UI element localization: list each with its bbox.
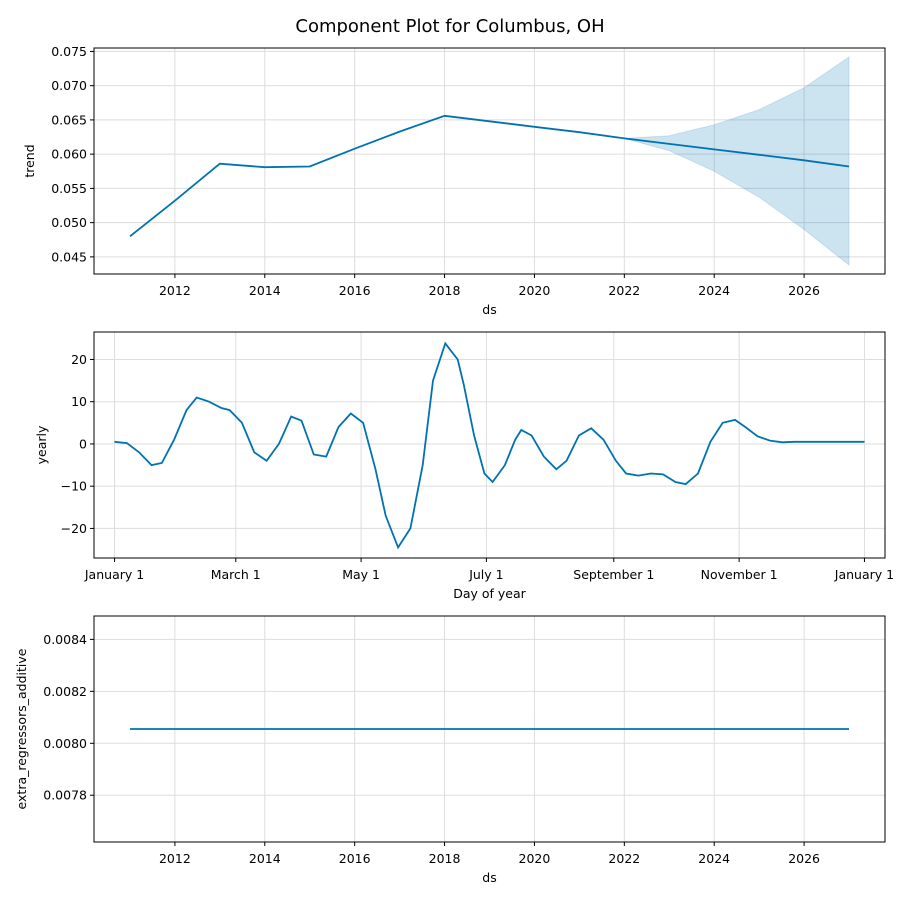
x-tick-label: 2018: [429, 283, 461, 298]
x-tick-label: January 1: [834, 567, 894, 582]
y-tick-label: 0.065: [51, 112, 87, 127]
x-axis-label: Day of year: [453, 586, 526, 601]
y-tick-label: 0: [79, 436, 87, 451]
uncertainty-band: [624, 55, 850, 267]
x-tick-label: 2024: [698, 283, 730, 298]
y-tick-label: −10: [61, 479, 87, 494]
x-tick-label: 2012: [159, 283, 191, 298]
y-tick-label: 0.060: [51, 147, 87, 162]
y-axis-label: trend: [22, 144, 37, 177]
x-tick-label: 2012: [159, 851, 191, 866]
x-tick-label: 2016: [339, 851, 371, 866]
x-tick-label: 2024: [698, 851, 730, 866]
x-tick-label: July 1: [468, 567, 503, 582]
x-tick-label: January 1: [84, 567, 144, 582]
y-tick-label: 10: [71, 394, 87, 409]
plot-frame: [93, 615, 886, 843]
y-tick-label: 0.070: [51, 78, 87, 93]
y-tick-label: −20: [61, 521, 87, 536]
y-tick-label: 0.0080: [43, 736, 87, 751]
trend-panel: 2012 2014 2016 2018 2020 2022 2024 2026 0.045 0.0…: [22, 44, 886, 317]
figure-title: Component Plot for Columbus, OH: [295, 16, 604, 37]
x-tick-label: 2026: [788, 851, 820, 866]
y-tick-label: 0.0078: [43, 788, 87, 803]
x-tick-label: 2020: [519, 283, 551, 298]
x-tick-label: 2016: [339, 283, 371, 298]
series-line: [114, 341, 865, 550]
y-tick-label: 0.045: [51, 249, 87, 264]
x-tick-label: 2022: [608, 283, 640, 298]
x-tick-label: 2022: [608, 851, 640, 866]
x-tick-label: 2018: [429, 851, 461, 866]
plot-frame: [93, 331, 886, 559]
y-tick-label: 0.050: [51, 215, 87, 230]
x-tick-label: 2026: [788, 283, 820, 298]
series-line: [129, 114, 850, 238]
y-axis-label: extra_regressors_additive: [14, 648, 29, 809]
plot-frame: [93, 47, 886, 275]
x-tick-label: September 1: [573, 567, 654, 582]
y-tick-label: 20: [71, 352, 87, 367]
extra-regressors-panel: 2012 2014 2016 2018 2020 2022 2024 2026 0.0078 0.…: [14, 615, 886, 885]
y-tick-label: 0.075: [51, 44, 87, 59]
y-tick-label: 0.0082: [43, 684, 87, 699]
yearly-panel: January 1 March 1 May 1 July 1 September 1 No…: [34, 331, 894, 601]
x-tick-label: November 1: [701, 567, 778, 582]
x-tick-label: 2020: [519, 851, 551, 866]
x-axis-label: ds: [482, 870, 496, 885]
y-tick-label: 0.055: [51, 181, 87, 196]
x-tick-label: 2014: [249, 851, 281, 866]
y-axis-label: yearly: [34, 425, 49, 464]
x-tick-label: March 1: [211, 567, 261, 582]
x-tick-label: 2014: [249, 283, 281, 298]
x-tick-label: May 1: [342, 567, 380, 582]
x-axis-label: ds: [482, 302, 496, 317]
y-tick-label: 0.0084: [43, 632, 87, 647]
